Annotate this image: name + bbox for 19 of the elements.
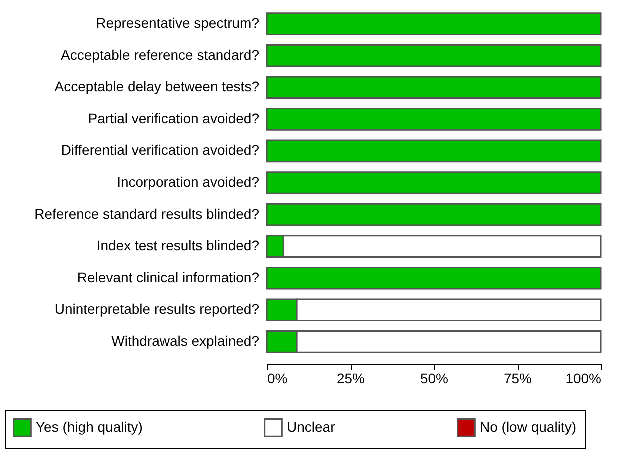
x-tick-label: 75% <box>504 370 532 386</box>
y-tick-label: Differential verification avoided? <box>61 142 260 158</box>
legend-label: No (low quality) <box>480 418 576 435</box>
x-tick-label: 50% <box>420 370 449 386</box>
y-tick-label: Acceptable reference standard? <box>61 46 260 63</box>
y-tick-label: Withdrawals explained? <box>112 332 260 349</box>
legend-label: Unclear <box>287 418 336 435</box>
x-tick-label: 0% <box>268 370 288 386</box>
y-tick-label: Partial verification avoided? <box>88 110 260 126</box>
y-tick-label: Acceptable delay between tests? <box>54 78 260 95</box>
y-tick-label: Incorporation avoided? <box>117 174 260 190</box>
y-tick-label: Index test results blinded? <box>96 238 260 254</box>
y-tick-label: Uninterpretable results reported? <box>54 301 260 318</box>
y-tick-label: Representative spectrum? <box>96 15 260 32</box>
legend-label: Yes (high quality) <box>36 418 143 435</box>
x-tick-label: 100% <box>566 370 602 386</box>
y-tick-label: Reference standard results blinded? <box>34 206 260 222</box>
x-tick-label: 25% <box>336 370 366 386</box>
y-tick-label: Relevant clinical information? <box>77 269 260 286</box>
